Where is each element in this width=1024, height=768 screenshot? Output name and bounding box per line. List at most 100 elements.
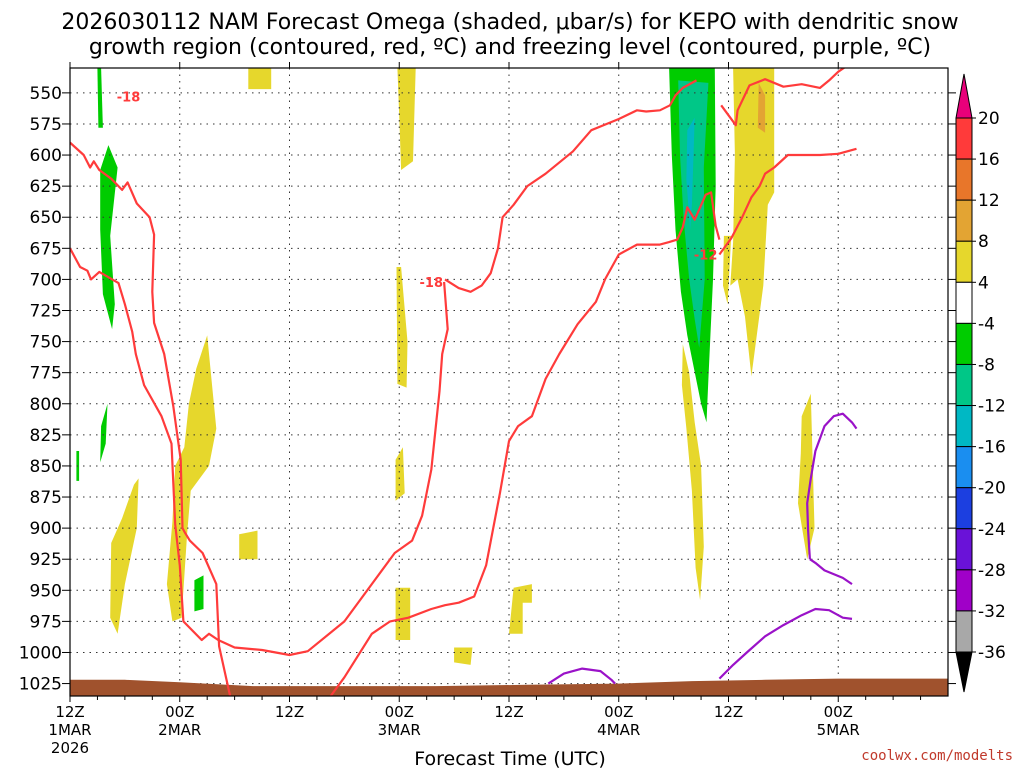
y-tick-label-12: 850	[30, 457, 62, 477]
colorbar-swatch-5	[955, 322, 973, 365]
contour-label-0: -18	[117, 91, 141, 106]
x-tick-time-3: 00Z	[385, 703, 414, 721]
colorbar-label-0: 20	[978, 109, 1000, 129]
omega-region-w4-13	[166, 335, 217, 622]
x-tick-time-7: 00Z	[824, 703, 853, 721]
omega-region-w4-11	[454, 647, 473, 665]
y-tick-label-11: 825	[30, 426, 62, 446]
colorbar: 20 16 12 8 4 -4 -8 -12 -16 -20 -24 -28 -32 -36	[955, 73, 1006, 693]
y-tick-label-10: 800	[30, 395, 62, 415]
terrain-band	[70, 678, 948, 696]
x-tick-time-4: 12Z	[494, 703, 523, 721]
y-tick-label-6: 700	[30, 270, 62, 290]
purple-contour-1	[718, 607, 853, 680]
purple-contour-3	[806, 412, 858, 560]
colorbar-swatch-8	[955, 446, 973, 489]
x-tick-date-0: 1MAR	[48, 721, 91, 739]
chart-title-line1: 2026030112 NAM Forecast Omega (shaded, μ…	[61, 10, 958, 35]
colorbar-label-12: -32	[978, 602, 1006, 622]
colorbar-label-7: -12	[978, 397, 1006, 417]
red-contour-1	[70, 247, 449, 657]
x-tick-time-2: 12Z	[275, 703, 304, 721]
y-tick-label-15: 925	[30, 550, 62, 570]
x-tick-time-6: 12Z	[714, 703, 743, 721]
y-tick-label-18: 1000	[19, 643, 62, 663]
colorbar-label-5: -4	[978, 314, 995, 334]
y-tick-label-3: 625	[30, 177, 62, 197]
colorbar-swatch-6	[955, 363, 973, 407]
omega-region-w4-9	[395, 587, 411, 640]
contour-label-1: -18	[420, 276, 444, 291]
purple-contour-0	[547, 667, 616, 685]
omega-region-d4-1	[100, 145, 118, 330]
y-tick-label-14: 900	[30, 519, 62, 539]
colorbar-swatch-7	[955, 405, 973, 448]
colorbar-label-13: -36	[978, 643, 1006, 663]
omega-region-w4-5	[248, 68, 272, 90]
red-contour-0	[70, 141, 232, 696]
colorbar-swatch-2	[955, 199, 973, 242]
omega-region-w4-17	[730, 68, 775, 377]
colorbar-swatch-9	[955, 487, 973, 530]
colorbar-label-6: -8	[978, 355, 995, 375]
y-tick-label-16: 950	[30, 581, 62, 601]
omega-region-d4-0	[97, 68, 103, 128]
colorbar-top-arrow	[955, 73, 973, 119]
y-tick-label-17: 975	[30, 612, 62, 632]
omega-region-d4-4	[194, 575, 204, 612]
y-tick-label-7: 725	[30, 301, 62, 321]
chart-title-line2: growth region (contoured, red, ºC) and f…	[89, 35, 931, 60]
colorbar-swatch-0	[955, 117, 973, 160]
y-tick-label-1: 575	[30, 115, 62, 135]
credit-text: coolwx.com/modelts	[861, 748, 1013, 764]
omega-region-d4-2	[100, 403, 108, 463]
colorbar-label-10: -24	[978, 520, 1006, 540]
omega-region-d12-22	[686, 117, 695, 230]
y-tick-label-9: 775	[30, 364, 62, 384]
x-tick-date-5: 4MAR	[597, 721, 640, 739]
omega-region-w4-12	[509, 584, 532, 634]
omega-region-w4-16	[798, 393, 815, 560]
red-contour-3	[329, 191, 721, 696]
colorbar-swatch-3	[955, 240, 973, 283]
colorbar-label-3: 8	[978, 232, 989, 252]
colorbar-swatch-11	[955, 569, 973, 612]
x-tick-time-5: 00Z	[604, 703, 633, 721]
y-tick-label-0: 550	[30, 84, 62, 104]
omega-region-w4-7	[396, 267, 408, 388]
y-tick-label-19: 1025	[19, 675, 62, 695]
omega-region-w8-18	[757, 82, 766, 133]
y-tick-label-8: 750	[30, 333, 62, 353]
colorbar-label-2: 12	[978, 191, 1000, 211]
omega-region-w4-15	[681, 344, 704, 601]
x-tick-time-0: 12Z	[55, 703, 84, 721]
colorbar-label-8: -16	[978, 438, 1006, 458]
colorbar-swatch-12	[955, 610, 973, 653]
x-tick-time-1: 00Z	[165, 703, 194, 721]
y-tick-label-5: 675	[30, 239, 62, 259]
x-axis-label: Forecast Time (UTC)	[414, 748, 605, 768]
x-tick-year-0: 2026	[51, 739, 89, 757]
colorbar-label-4: 4	[978, 273, 989, 293]
colorbar-swatch-4	[955, 281, 973, 324]
colorbar-label-1: 16	[978, 150, 1000, 170]
contour-label-2: -12	[694, 249, 718, 264]
colorbar-bottom-arrow	[955, 651, 973, 693]
y-tick-label-13: 875	[30, 488, 62, 508]
colorbar-label-11: -28	[978, 561, 1006, 581]
y-tick-label-4: 650	[30, 208, 62, 228]
red-contour-2	[444, 79, 698, 293]
red-contour-4	[720, 68, 846, 127]
x-tick-date-1: 2MAR	[158, 721, 201, 739]
omega-region-w4-6	[397, 68, 416, 170]
colorbar-swatch-1	[955, 158, 973, 201]
colorbar-swatch-10	[955, 528, 973, 571]
omega-region-w4-10	[239, 530, 258, 560]
plot-area: -18 -18 -12	[70, 68, 948, 696]
axes: 550 575 600 625 650 675 700 725 750 775 800 825 850 8…	[19, 62, 956, 757]
x-tick-date-7: 5MAR	[817, 721, 860, 739]
omega-region-w4-14	[110, 478, 139, 634]
omega-region-d8-21	[678, 80, 709, 348]
colorbar-label-9: -20	[978, 479, 1006, 499]
